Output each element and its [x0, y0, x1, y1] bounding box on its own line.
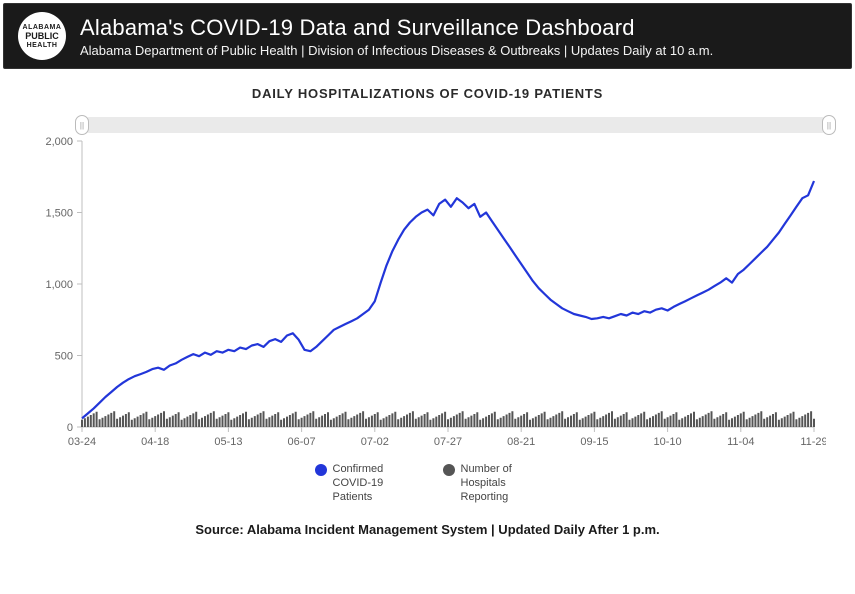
svg-text:03-24: 03-24 [68, 436, 96, 448]
svg-text:07-02: 07-02 [361, 436, 389, 448]
svg-text:07-27: 07-27 [434, 436, 462, 448]
svg-text:1,500: 1,500 [45, 208, 73, 220]
svg-text:04-18: 04-18 [141, 436, 169, 448]
svg-text:500: 500 [55, 351, 73, 363]
page-subtitle: Alabama Department of Public Health | Di… [80, 43, 713, 58]
legend-item-confirmed[interactable]: Confirmed COVID-19 Patients [315, 463, 413, 504]
chart-title: DAILY HOSPITALIZATIONS OF COVID-19 PATIE… [26, 86, 829, 101]
logo-line-3: HEALTH [27, 42, 58, 49]
range-scrollbar-track[interactable]: || || [82, 117, 829, 133]
svg-text:08-21: 08-21 [507, 436, 535, 448]
range-scrollbar-handle-left[interactable]: || [75, 115, 89, 135]
svg-text:05-13: 05-13 [214, 436, 242, 448]
svg-text:11-29: 11-29 [800, 436, 826, 448]
legend-item-hospitals[interactable]: Number of Hospitals Reporting [443, 463, 541, 504]
page-title: Alabama's COVID-19 Data and Surveillance… [80, 15, 713, 41]
chart-legend: Confirmed COVID-19 Patients Number of Ho… [26, 463, 829, 504]
svg-text:2,000: 2,000 [45, 136, 73, 148]
logo-line-2: PUBLIC [25, 32, 59, 41]
dashboard-header: ALABAMA PUBLIC HEALTH Alabama's COVID-19… [3, 3, 852, 69]
svg-text:10-10: 10-10 [654, 436, 682, 448]
chart-plot-area[interactable]: 0 500 1,000 1,500 2,000 03-24 04-18 05-13 06-07 0… [26, 135, 829, 455]
legend-dot-confirmed-icon [315, 464, 327, 476]
range-scrollbar-handle-right[interactable]: || [822, 115, 836, 135]
legend-label-hospitals: Number of Hospitals Reporting [461, 463, 541, 504]
svg-text:0: 0 [67, 422, 73, 434]
svg-text:11-04: 11-04 [727, 436, 754, 448]
header-text: Alabama's COVID-19 Data and Surveillance… [80, 15, 713, 58]
source-attribution: Source: Alabama Incident Management Syst… [26, 522, 829, 537]
logo-line-1: ALABAMA [23, 24, 62, 31]
svg-text:06-07: 06-07 [288, 436, 316, 448]
adph-logo: ALABAMA PUBLIC HEALTH [18, 12, 66, 60]
legend-label-confirmed: Confirmed COVID-19 Patients [333, 463, 413, 504]
legend-dot-hospitals-icon [443, 464, 455, 476]
chart-svg: 0 500 1,000 1,500 2,000 03-24 04-18 05-13 06-07 0… [26, 135, 826, 455]
svg-text:1,000: 1,000 [45, 279, 73, 291]
chart-container: DAILY HOSPITALIZATIONS OF COVID-19 PATIE… [0, 72, 855, 561]
svg-text:09-15: 09-15 [580, 436, 608, 448]
